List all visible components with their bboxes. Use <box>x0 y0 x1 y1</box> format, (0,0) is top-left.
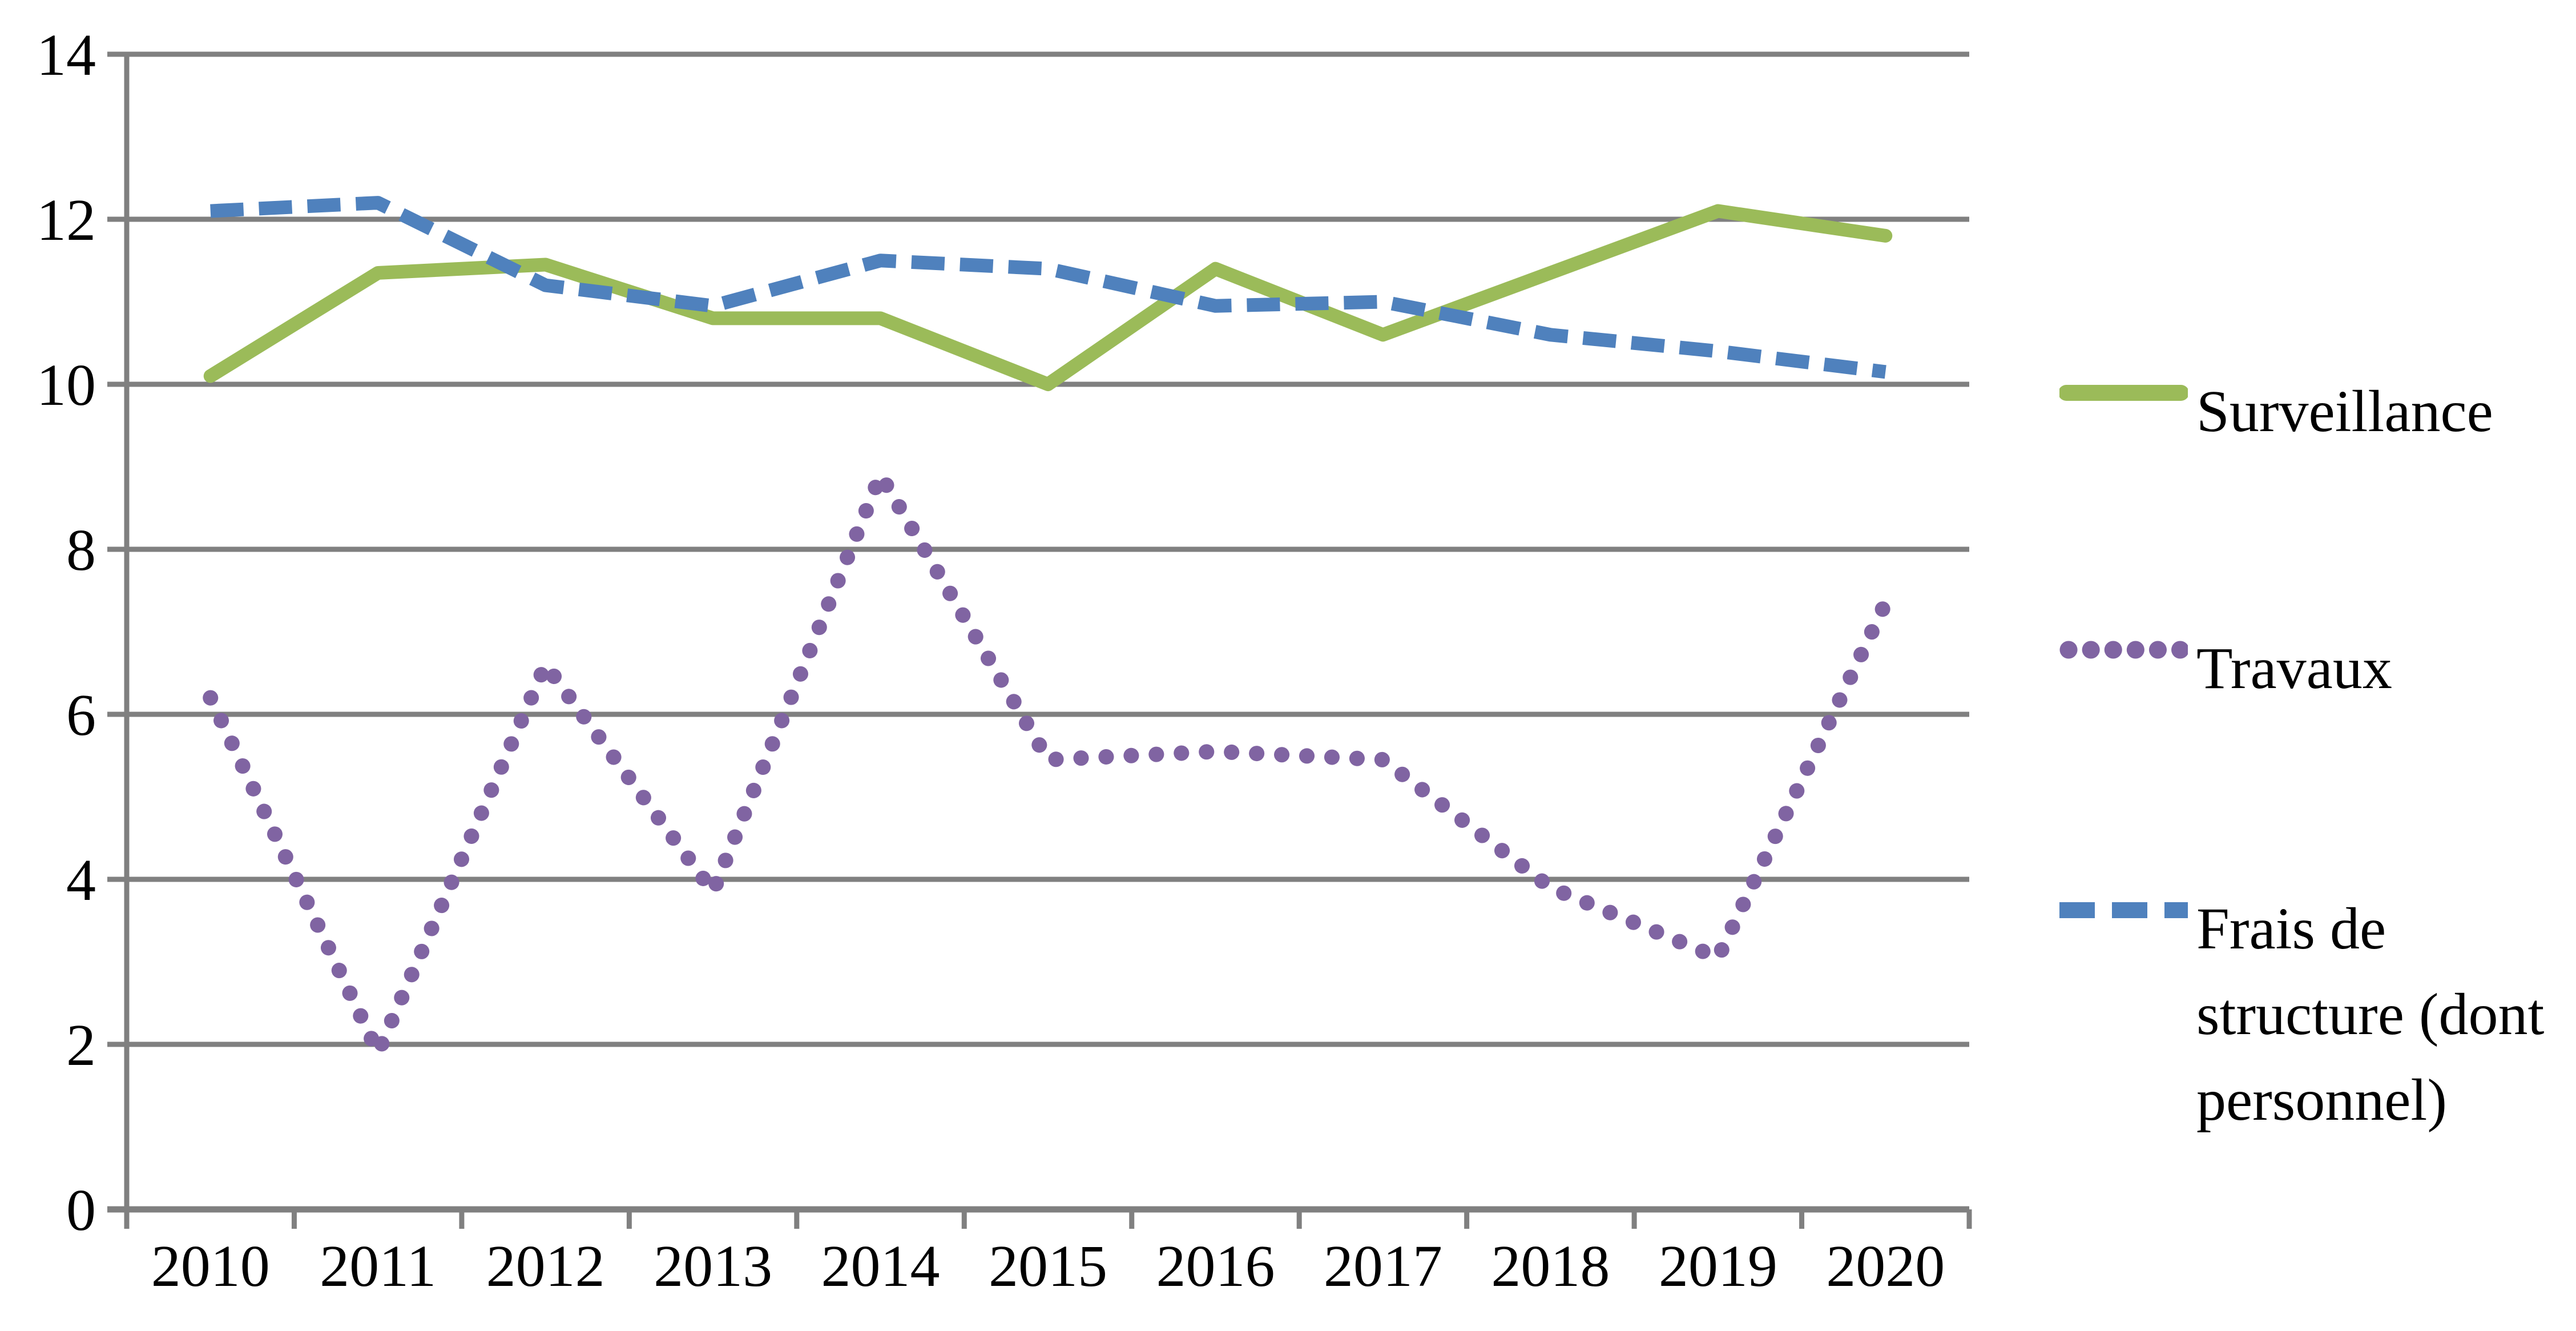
y-axis-tick-label: 8 <box>66 517 96 583</box>
series-line-surveillance <box>203 204 1893 391</box>
data-series-lines <box>203 196 1893 1060</box>
x-axis-tick-label: 2019 <box>1659 1233 1777 1299</box>
legend-swatch-dashed-line <box>2059 902 2188 918</box>
y-axis-tick-label: 4 <box>66 847 96 913</box>
y-axis-tick-label: 6 <box>66 682 96 748</box>
x-axis-tick-label: 2010 <box>151 1233 270 1299</box>
x-axis-tick-label: 2011 <box>320 1233 436 1299</box>
series-line-frais-de-structure-dont-personnel <box>210 196 1886 379</box>
y-axis-tick-label: 0 <box>66 1177 96 1243</box>
series-line-travaux <box>203 467 1893 1060</box>
legend: Surveillance Travaux Frais de structure … <box>2050 0 2564 1331</box>
y-axis-tick-labels: 0 2 4 6 8 10 12 14 <box>37 22 96 1243</box>
legend-swatch-dotted-line <box>2059 641 2188 659</box>
y-axis-tick-label: 12 <box>37 187 96 253</box>
x-axis-tick-label: 2014 <box>821 1233 940 1299</box>
x-axis-tick-label: 2018 <box>1491 1233 1610 1299</box>
x-axis-tick-label: 2012 <box>486 1233 605 1299</box>
legend-label: Frais de structure (dont personnel) <box>2196 896 2545 1133</box>
axis-lines <box>107 54 1969 1229</box>
x-axis-tick-label: 2015 <box>989 1233 1107 1299</box>
legend-swatch-solid-line <box>2059 385 2188 401</box>
legend-label: Surveillance <box>2196 379 2493 444</box>
x-axis-tick-labels: 2010 2011 2012 2013 2014 2015 2016 2017 2018 2019… <box>151 1233 1945 1299</box>
x-axis-tick-label: 2016 <box>1156 1233 1275 1299</box>
y-axis-tick-label: 14 <box>37 22 96 88</box>
x-axis-tick-label: 2013 <box>654 1233 772 1299</box>
x-axis-tick-label: 2017 <box>1324 1233 1442 1299</box>
x-axis-tick-label: 2020 <box>1826 1233 1945 1299</box>
legend-label: Travaux <box>2196 636 2392 701</box>
y-axis-tick-label: 10 <box>37 352 96 418</box>
x-axis-tick-marks <box>124 1209 1972 1229</box>
y-axis-tick-label: 2 <box>66 1012 96 1078</box>
